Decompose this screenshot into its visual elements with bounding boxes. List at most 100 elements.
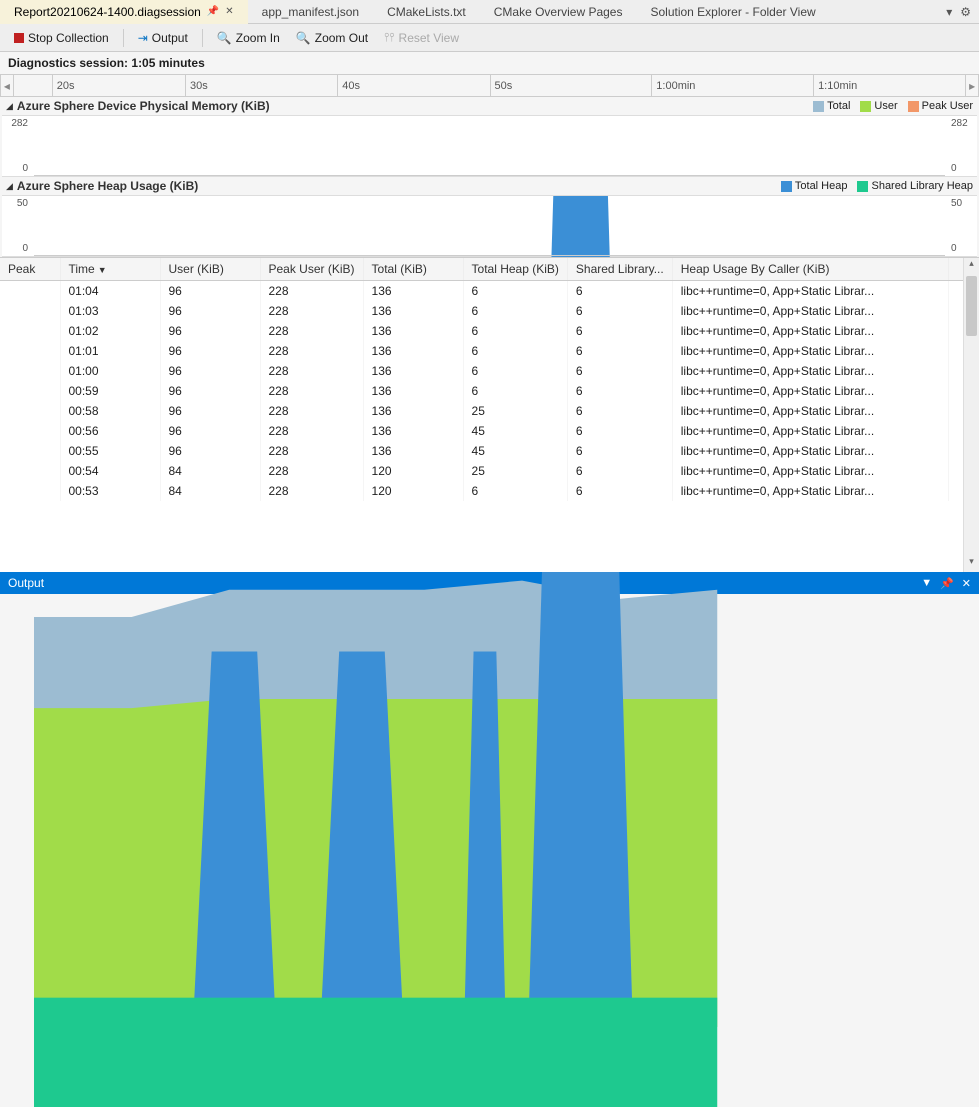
zoom-out-button[interactable]: 🔍 Zoom Out <box>290 29 374 47</box>
chart1-ymin: 0 <box>22 163 28 174</box>
table-cell: 6 <box>567 421 672 441</box>
table-row[interactable]: 01:009622813666libc++runtime=0, App+Stat… <box>0 361 979 381</box>
tab-label: app_manifest.json <box>262 5 359 19</box>
table-cell: 6 <box>463 481 567 501</box>
tab-label: Solution Explorer - Folder View <box>650 5 815 19</box>
table-cell: 136 <box>363 441 463 461</box>
scroll-down-icon[interactable]: ▾ <box>964 556 979 572</box>
timeline-scroll-left[interactable]: ◂ <box>0 75 14 96</box>
table-cell: 136 <box>363 381 463 401</box>
table-row[interactable]: 01:049622813666libc++runtime=0, App+Stat… <box>0 281 979 302</box>
table-scrollbar[interactable]: ▴ ▾ <box>963 258 979 572</box>
table-cell: 6 <box>567 441 672 461</box>
table-cell: 96 <box>160 321 260 341</box>
column-header[interactable]: Time▼ <box>60 258 160 281</box>
chart2-plot[interactable]: 500 500 <box>2 195 977 257</box>
zoom-out-icon: 🔍 <box>296 31 311 45</box>
table-cell: 96 <box>160 441 260 461</box>
table-row[interactable]: 00:5696228136456libc++runtime=0, App+Sta… <box>0 421 979 441</box>
table-cell: 01:01 <box>60 341 160 361</box>
tab-settings-icon[interactable]: ⚙ <box>960 5 971 19</box>
table-row[interactable]: 00:599622813666libc++runtime=0, App+Stat… <box>0 381 979 401</box>
table-row[interactable]: 01:029622813666libc++runtime=0, App+Stat… <box>0 321 979 341</box>
chart1-header[interactable]: ◢ Azure Sphere Device Physical Memory (K… <box>0 97 979 115</box>
column-header[interactable]: Heap Usage By Caller (KiB) <box>672 258 948 281</box>
table-cell: 6 <box>463 281 567 302</box>
table-cell: libc++runtime=0, App+Static Librar... <box>672 461 948 481</box>
stop-collection-button[interactable]: Stop Collection <box>8 29 115 47</box>
collapse-icon[interactable]: ◢ <box>6 101 13 112</box>
reset-view-button[interactable]: ⫯⫯ Reset View <box>378 28 465 47</box>
table-cell: 228 <box>260 361 363 381</box>
output-close-icon[interactable]: ✕ <box>962 577 971 590</box>
output-toggle-button[interactable]: ⇥ Output <box>132 29 194 47</box>
table-cell <box>0 301 60 321</box>
column-header[interactable]: User (KiB) <box>160 258 260 281</box>
column-header[interactable]: Peak User (KiB) <box>260 258 363 281</box>
table-cell: 228 <box>260 381 363 401</box>
tab-app-manifest-json[interactable]: app_manifest.json <box>248 0 373 24</box>
collapse-icon[interactable]: ◢ <box>6 181 13 192</box>
tab-report20210624-1400-diagsession[interactable]: Report20210624-1400.diagsession📌✕ <box>0 0 248 24</box>
table-row[interactable]: 00:5896228136256libc++runtime=0, App+Sta… <box>0 401 979 421</box>
table-row[interactable]: 00:538422812066libc++runtime=0, App+Stat… <box>0 481 979 501</box>
table-cell: 228 <box>260 321 363 341</box>
table-row[interactable]: 01:019622813666libc++runtime=0, App+Stat… <box>0 341 979 361</box>
tab-solution-explorer-folder-view[interactable]: Solution Explorer - Folder View <box>636 0 829 24</box>
table-row[interactable]: 00:5484228120256libc++runtime=0, App+Sta… <box>0 461 979 481</box>
table-cell: 228 <box>260 401 363 421</box>
session-duration: 1:05 minutes <box>131 56 204 70</box>
separator <box>123 29 124 47</box>
table-cell: 00:54 <box>60 461 160 481</box>
table-cell: 136 <box>363 401 463 421</box>
tab-label: CMakeLists.txt <box>387 5 466 19</box>
table-cell: 136 <box>363 361 463 381</box>
tab-dropdown-icon[interactable]: ▾ <box>946 5 952 19</box>
table-cell: 00:55 <box>60 441 160 461</box>
table-cell: 136 <box>363 421 463 441</box>
pin-icon[interactable]: 📌 <box>207 6 219 17</box>
table-cell: 136 <box>363 301 463 321</box>
table-cell: 45 <box>463 441 567 461</box>
table-cell: 120 <box>363 481 463 501</box>
table-cell: 45 <box>463 421 567 441</box>
chart1-plot[interactable]: 2820 2820 <box>2 115 977 177</box>
zoom-in-button[interactable]: 🔍 Zoom In <box>211 29 286 47</box>
table-cell: 6 <box>463 301 567 321</box>
table-cell: 136 <box>363 321 463 341</box>
timeline-scroll-right[interactable]: ▸ <box>965 75 979 96</box>
table-cell: 25 <box>463 461 567 481</box>
legend-item: Peak User <box>908 100 973 112</box>
table-cell: 6 <box>567 381 672 401</box>
table-cell: 228 <box>260 341 363 361</box>
column-header[interactable]: Total (KiB) <box>363 258 463 281</box>
table-row[interactable]: 01:039622813666libc++runtime=0, App+Stat… <box>0 301 979 321</box>
scroll-up-icon[interactable]: ▴ <box>964 258 979 274</box>
tab-cmakelists-txt[interactable]: CMakeLists.txt <box>373 0 480 24</box>
scroll-thumb[interactable] <box>966 276 977 336</box>
reset-view-label: Reset View <box>399 31 459 45</box>
table-cell: libc++runtime=0, App+Static Librar... <box>672 441 948 461</box>
table-cell: 228 <box>260 441 363 461</box>
table-cell: 6 <box>567 281 672 302</box>
column-header[interactable]: Shared Library... <box>567 258 672 281</box>
tab-cmake-overview-pages[interactable]: CMake Overview Pages <box>480 0 637 24</box>
reset-view-icon: ⫯⫯ <box>384 30 394 45</box>
table-cell: libc++runtime=0, App+Static Librar... <box>672 281 948 302</box>
zoom-in-label: Zoom In <box>236 31 280 45</box>
timeline-tick: 1:10min <box>813 75 857 96</box>
table-cell: 84 <box>160 481 260 501</box>
stop-collection-label: Stop Collection <box>28 31 109 45</box>
table-cell: 6 <box>567 321 672 341</box>
table-row[interactable]: 00:5596228136456libc++runtime=0, App+Sta… <box>0 441 979 461</box>
separator <box>202 29 203 47</box>
column-header[interactable]: Total Heap (KiB) <box>463 258 567 281</box>
chart1-ymin-r: 0 <box>951 163 957 174</box>
legend-item: User <box>860 100 897 112</box>
close-icon[interactable]: ✕ <box>225 6 233 17</box>
column-header[interactable]: Peak <box>0 258 60 281</box>
table-cell: libc++runtime=0, App+Static Librar... <box>672 401 948 421</box>
table-cell: 6 <box>567 341 672 361</box>
output-toggle-label: Output <box>152 31 188 45</box>
timeline-ruler[interactable]: ◂ 20s30s40s50s1:00min1:10min ▸ <box>0 75 979 97</box>
